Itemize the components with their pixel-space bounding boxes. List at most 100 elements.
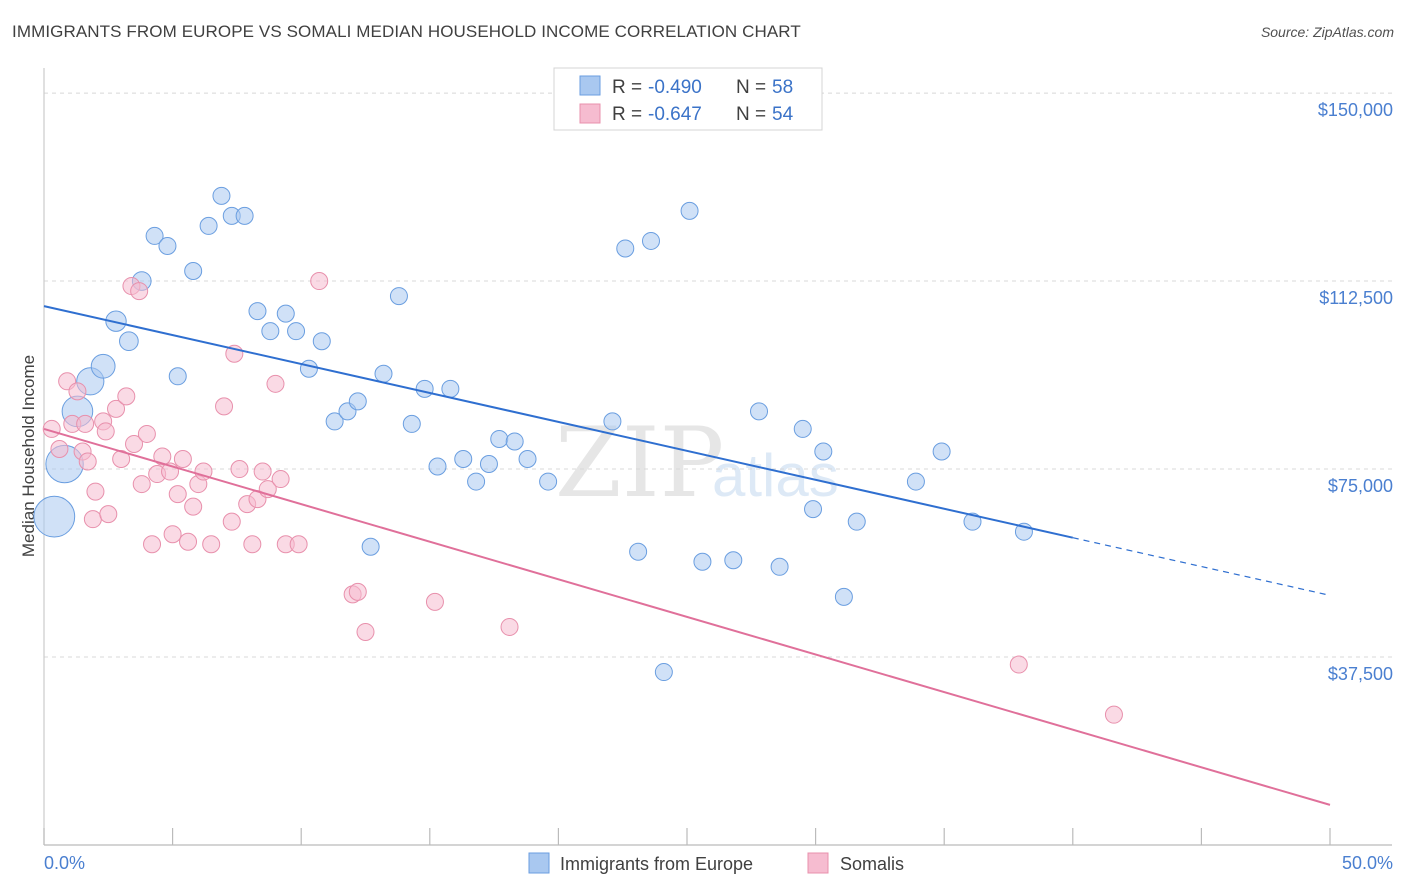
point-immigrants-from-europe-56 — [932, 442, 951, 461]
point-immigrants-from-europe-25 — [361, 537, 380, 556]
point-immigrants-from-europe-50 — [793, 419, 812, 438]
point-immigrants-from-europe-11 — [184, 262, 203, 281]
stats-n-value-1: 58 — [772, 77, 793, 98]
y-tick-label-3: $150,000 — [1318, 100, 1393, 120]
trend-lines — [43, 305, 1331, 806]
point-somalis-40 — [253, 462, 272, 481]
point-immigrants-from-europe-38 — [539, 472, 558, 491]
legend-label-immigrants-from-europe: Immigrants from Europe — [560, 854, 753, 874]
point-immigrants-from-europe-5 — [105, 310, 127, 332]
point-somalis-1 — [50, 439, 69, 458]
point-immigrants-from-europe-28 — [402, 414, 421, 433]
trend-line-immigrants-from-europe-projection — [1072, 537, 1331, 596]
trend-line-somalis — [43, 427, 1331, 806]
point-immigrants-from-europe-43 — [641, 231, 660, 250]
point-immigrants-from-europe-35 — [490, 429, 509, 448]
point-immigrants-from-europe-36 — [505, 432, 524, 451]
point-somalis-20 — [137, 424, 156, 443]
point-immigrants-from-europe-41 — [616, 239, 635, 258]
point-somalis-28 — [179, 532, 198, 551]
point-somalis-6 — [76, 414, 95, 433]
y-axis-title: Median Household Income — [19, 355, 38, 557]
point-immigrants-from-europe-12 — [199, 216, 218, 235]
point-immigrants-from-europe-42 — [629, 542, 648, 561]
point-somalis-36 — [230, 460, 249, 479]
gridlines — [44, 92, 1392, 658]
point-immigrants-from-europe-34 — [479, 455, 498, 474]
point-immigrants-from-europe-32 — [454, 450, 473, 469]
point-somalis-21 — [143, 535, 162, 554]
point-immigrants-from-europe-46 — [693, 552, 712, 571]
point-immigrants-from-europe-10 — [168, 367, 187, 386]
point-immigrants-from-europe-45 — [680, 201, 699, 220]
stats-n-value-2: 54 — [772, 104, 794, 125]
point-somalis-34 — [222, 512, 241, 531]
point-immigrants-from-europe-51 — [804, 500, 823, 519]
point-somalis-15 — [117, 387, 136, 406]
stats-n-label-1: N = — [736, 77, 766, 98]
point-somalis-53 — [1104, 705, 1123, 724]
point-somalis-43 — [271, 470, 290, 489]
point-somalis-11 — [96, 422, 115, 441]
point-immigrants-from-europe-6 — [119, 331, 139, 352]
stats-n-label-2: N = — [736, 104, 766, 125]
point-somalis-42 — [266, 374, 285, 393]
legend-label-somalis: Somalis — [840, 854, 904, 874]
point-immigrants-from-europe-22 — [325, 412, 344, 431]
point-somalis-4 — [68, 382, 87, 401]
point-immigrants-from-europe-57 — [963, 512, 982, 531]
point-somalis-7 — [78, 452, 97, 471]
point-immigrants-from-europe-31 — [441, 379, 460, 398]
point-somalis-51 — [500, 617, 519, 636]
point-somalis-38 — [243, 535, 262, 554]
x-tick-label-left: 0.0% — [44, 853, 85, 873]
point-somalis-50 — [425, 592, 444, 611]
stats-r-label-2: R = — [612, 104, 642, 125]
stats-r-value-1: -0.490 — [648, 77, 702, 98]
y-tick-label-2: $112,500 — [1319, 288, 1393, 308]
point-immigrants-from-europe-29 — [415, 379, 434, 398]
point-somalis-48 — [348, 582, 367, 601]
point-immigrants-from-europe-54 — [847, 512, 866, 531]
trend-line-immigrants-from-europe — [43, 305, 1074, 539]
point-somalis-33 — [215, 397, 234, 416]
point-somalis-13 — [107, 399, 126, 418]
point-somalis-18 — [130, 282, 149, 301]
point-immigrants-from-europe-18 — [276, 304, 295, 323]
point-somalis-17 — [125, 434, 144, 453]
point-immigrants-from-europe-49 — [770, 557, 789, 576]
point-immigrants-from-europe-48 — [750, 402, 769, 421]
point-immigrants-from-europe-20 — [299, 359, 318, 378]
y-tick-labels: $37,500 $75,000 $112,500 $150,000 — [1318, 100, 1393, 684]
chart-title: IMMIGRANTS FROM EUROPE VS SOMALI MEDIAN … — [12, 22, 801, 41]
point-somalis-8 — [83, 510, 102, 529]
point-immigrants-from-europe-26 — [374, 364, 393, 383]
stats-swatch-blue — [579, 75, 601, 96]
point-immigrants-from-europe-55 — [906, 472, 925, 491]
legend-swatch-immigrants-from-europe — [528, 852, 550, 874]
point-immigrants-from-europe-44 — [654, 663, 673, 682]
point-somalis-52 — [1009, 655, 1028, 674]
point-immigrants-from-europe-8 — [145, 226, 164, 245]
point-immigrants-from-europe-37 — [518, 450, 537, 469]
point-immigrants-from-europe-21 — [312, 332, 331, 351]
point-immigrants-from-europe-40 — [603, 412, 622, 431]
point-immigrants-from-europe-4 — [90, 353, 116, 379]
point-somalis-9 — [86, 482, 105, 501]
y-tick-label-0: $37,500 — [1328, 664, 1393, 684]
stats-r-label-1: R = — [612, 77, 642, 98]
point-immigrants-from-europe-27 — [389, 287, 408, 306]
point-immigrants-from-europe-33 — [467, 472, 486, 491]
point-immigrants-from-europe-0 — [33, 495, 76, 538]
point-immigrants-from-europe-53 — [834, 587, 853, 606]
point-immigrants-from-europe-19 — [287, 322, 306, 341]
source-label: Source: ZipAtlas.com — [1260, 24, 1394, 40]
point-somalis-25 — [163, 525, 182, 544]
point-somalis-26 — [168, 485, 187, 504]
series-immigrants-from-europe-points — [33, 91, 1033, 682]
point-immigrants-from-europe-13 — [212, 186, 231, 205]
stats-legend: R = -0.490 N = 58 R = -0.647 N = 54 — [553, 67, 823, 131]
point-somalis-19 — [132, 475, 151, 494]
x-tick-marks — [43, 828, 1331, 845]
point-somalis-45 — [289, 535, 308, 554]
